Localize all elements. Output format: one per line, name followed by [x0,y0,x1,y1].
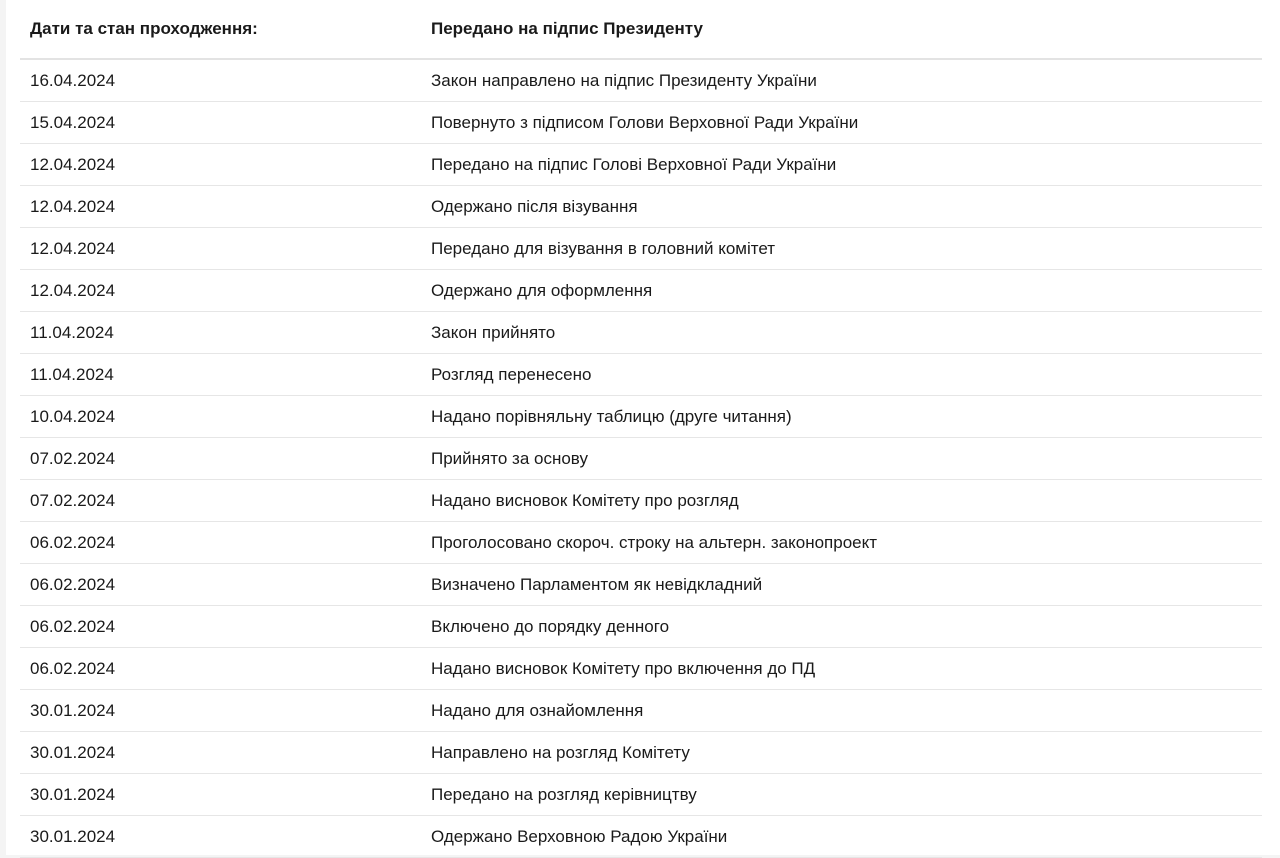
row-event: Одержано для оформлення [431,280,653,300]
table-row: 12.04.2024 Передано на підпис Голові Верх… [20,144,1262,186]
row-date: 12.04.2024 [30,280,116,300]
row-date: 12.04.2024 [30,238,116,258]
table-row: 30.01.2024 Одержано Верховною Радою Украї… [20,816,1262,858]
table-row: 12.04.2024 Передано для візування в голов… [20,228,1262,270]
row-date: 12.04.2024 [30,196,116,216]
table-row: 30.01.2024 Надано для ознайомлення [20,690,1262,732]
table-row: 07.02.2024 Прийнято за основу [20,438,1262,480]
row-event: Передано на розгляд керівництву [431,784,697,804]
table-row: 16.04.2024 Закон направлено на підпис Пре… [20,60,1262,102]
row-date: 07.02.2024 [30,490,116,510]
row-event: Одержано Верховною Радою України [431,826,728,846]
row-event: Включено до порядку денного [431,616,670,636]
row-event: Розгляд перенесено [431,364,592,384]
table-row: 11.04.2024 Закон прийнято [20,312,1262,354]
row-event: Проголосовано скороч. строку на альтерн.… [431,532,878,552]
table-row: 15.04.2024 Повернуто з підписом Голови Ве… [20,102,1262,144]
row-date: 06.02.2024 [30,616,116,636]
bill-status-card: Дати та стан проходження: Передано на пі… [6,0,1280,858]
row-date: 06.02.2024 [30,658,116,678]
row-date: 06.02.2024 [30,574,116,594]
dates-label: Дати та стан проходження: [30,19,258,38]
row-date: 30.01.2024 [30,784,116,804]
table-row: 11.04.2024 Розгляд перенесено [20,354,1262,396]
row-event: Надано висновок Комітету про розгляд [431,490,739,510]
row-event: Закон прийнято [431,322,556,342]
row-date: 06.02.2024 [30,532,116,552]
table-row: 06.02.2024 Надано висновок Комітету про в… [20,648,1262,690]
table-row: 06.02.2024 Проголосовано скороч. строку н… [20,522,1262,564]
row-event: Повернуто з підписом Голови Верховної Ра… [431,112,859,132]
table-row: 07.02.2024 Надано висновок Комітету про р… [20,480,1262,522]
row-date: 16.04.2024 [30,70,116,90]
table-row: 06.02.2024 Визначено Парламентом як невід… [20,564,1262,606]
row-event: Прийнято за основу [431,448,588,468]
table-row: 12.04.2024 Одержано після візування [20,186,1262,228]
row-date: 30.01.2024 [30,742,116,762]
row-date: 30.01.2024 [30,700,116,720]
row-event: Передано на підпис Голові Верховної Ради… [431,154,837,174]
row-event: Визначено Парламентом як невідкладний [431,574,763,594]
table-row: 30.01.2024 Передано на розгляд керівництв… [20,774,1262,816]
row-date: 30.01.2024 [30,826,116,846]
row-event: Одержано після візування [431,196,638,216]
row-event: Закон направлено на підпис Президенту Ук… [431,70,817,90]
table-row: 30.01.2024 Направлено на розгляд Комітету [20,732,1262,774]
table-header: Дати та стан проходження: Передано на пі… [20,0,1262,60]
status-history-table: Дати та стан проходження: Передано на пі… [20,0,1262,858]
row-date: 15.04.2024 [30,112,116,132]
row-date: 11.04.2024 [30,322,114,342]
row-date: 12.04.2024 [30,154,116,174]
row-event: Надано для ознайомлення [431,700,644,720]
current-status: Передано на підпис Президенту [431,19,703,38]
table-row: 12.04.2024 Одержано для оформлення [20,270,1262,312]
row-date: 07.02.2024 [30,448,116,468]
row-date: 11.04.2024 [30,364,114,384]
row-event: Передано для візування в головний коміте… [431,238,776,258]
table-row: 10.04.2024 Надано порівняльну таблицю (др… [20,396,1262,438]
row-event: Направлено на розгляд Комітету [431,742,690,762]
row-event: Надано порівняльну таблицю (друге читанн… [431,406,792,426]
table-row: 06.02.2024 Включено до порядку денного [20,606,1262,648]
row-event: Надано висновок Комітету про включення д… [431,658,816,678]
row-date: 10.04.2024 [30,406,116,426]
